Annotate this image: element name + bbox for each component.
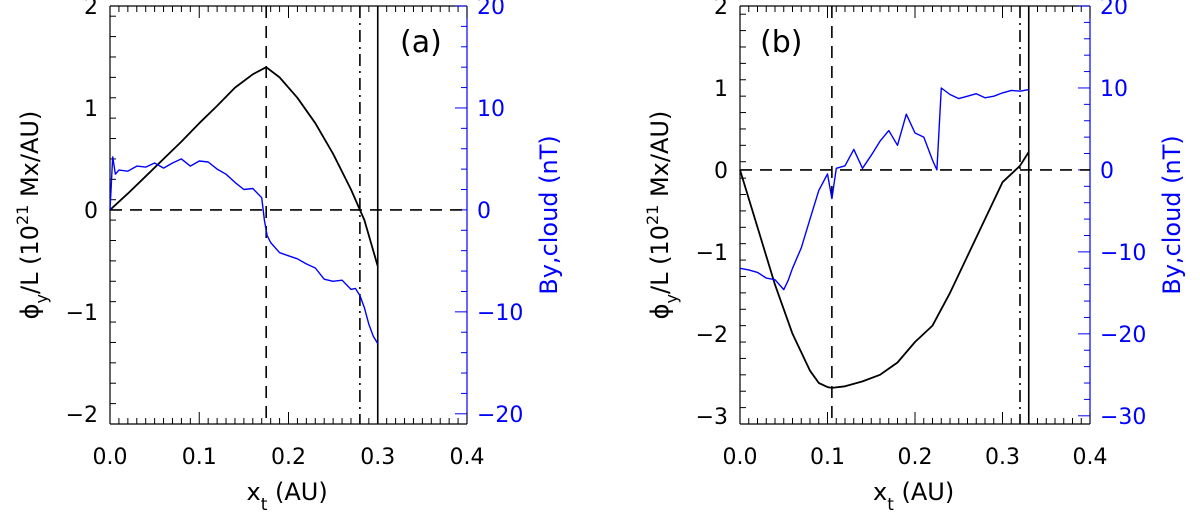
y-axis-label-left: ϕy/L (1021 Mx/AU) (13, 111, 51, 320)
y-tick-label: 2 (84, 0, 98, 20)
flux-series-line (739, 151, 1030, 389)
y-label-sub: y (32, 294, 51, 303)
y-axis-label-left: ϕy/L (1021 Mx/AU) (643, 111, 681, 320)
x-tick-label: 0.1 (810, 445, 845, 470)
y-label-unit: Mx/AU) (16, 111, 44, 205)
y2-tick-label: −30 (1100, 405, 1146, 430)
y-label-mid: /L (10 (16, 225, 44, 294)
y-tick-label: −2 (66, 403, 98, 428)
y-tick-label: 1 (84, 97, 98, 122)
y2-tick-label: −10 (1100, 241, 1146, 266)
y-label-sub: y (662, 294, 681, 303)
panel-label: (b) (760, 25, 802, 60)
y-tick-label: 1 (714, 77, 728, 102)
y-axis-label-right: By,cloud (nT) (535, 135, 563, 295)
field-series-line (109, 156, 379, 344)
y-label-sup: 21 (643, 205, 662, 225)
x-tick-label: 0.3 (985, 445, 1020, 470)
y-label-phi: ϕ (646, 303, 674, 319)
panel-b: 0.0 0.1 0.2 0.3 0.4−3−2−1012−30−20−1001020(b… (643, 0, 1186, 515)
x-axis-label-unit: (AU) (267, 478, 327, 506)
y2-tick-label: 20 (477, 0, 505, 20)
x-tick-label: 0.0 (93, 445, 128, 470)
y-label-sup: 21 (13, 205, 32, 225)
y2-tick-label: 10 (477, 97, 505, 122)
x-axis-label-sub: t (261, 495, 268, 515)
x-axis-label-main: x (247, 478, 261, 506)
y-tick-label: −3 (696, 405, 728, 430)
y-tick-label: 0 (84, 199, 98, 224)
x-tick-label: 0.2 (898, 445, 933, 470)
x-axis-label-sub: t (887, 495, 894, 515)
y2-tick-label: 20 (1100, 0, 1128, 20)
x-tick-label: 0.4 (1073, 445, 1108, 470)
y-tick-label: −1 (66, 301, 98, 326)
x-tick-label: 0.3 (360, 445, 395, 470)
flux-series-line (109, 66, 379, 267)
y-axis-label-right: By,cloud (nT) (1158, 135, 1186, 295)
y-label-unit: Mx/AU) (646, 111, 674, 205)
x-tick-label: 0.0 (723, 445, 758, 470)
y2-tick-label: −10 (477, 301, 523, 326)
x-axis-label-unit: (AU) (894, 478, 954, 506)
y-tick-label: 0 (714, 159, 728, 184)
x-tick-label: 0.1 (182, 445, 217, 470)
y2-tick-label: −20 (477, 403, 523, 428)
x-tick-label: 0.2 (271, 445, 306, 470)
panel-label: (a) (400, 25, 442, 60)
x-axis-label-main: x (873, 478, 887, 506)
field-series-line (739, 87, 1029, 291)
y-label-mid: /L (10 (646, 225, 674, 294)
y2-tick-label: 10 (1100, 77, 1128, 102)
y2-tick-label: 0 (1100, 159, 1114, 184)
x-axis-label: xt (AU) (873, 478, 954, 515)
x-axis-label: xt (AU) (247, 478, 328, 515)
y-tick-label: −2 (696, 323, 728, 348)
y-tick-label: −1 (696, 241, 728, 266)
x-tick-label: 0.4 (450, 445, 485, 470)
y2-tick-label: −20 (1100, 323, 1146, 348)
y-tick-label: 2 (714, 0, 728, 20)
y2-tick-label: 0 (477, 199, 491, 224)
y-label-phi: ϕ (16, 303, 44, 319)
